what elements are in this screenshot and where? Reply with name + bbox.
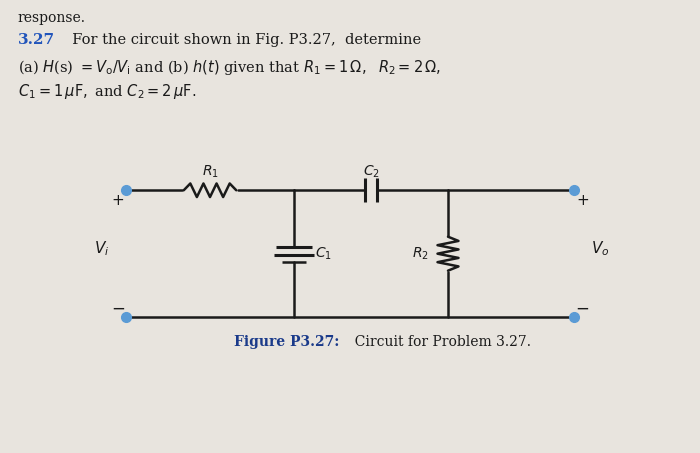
Text: (a) $\mathit{H}$(s) $= V_\mathrm{o}/V_\mathrm{i}$ and (b) $h(t)$ given that $R_1: (a) $\mathit{H}$(s) $= V_\mathrm{o}/V_\m… [18,58,441,77]
Text: Figure P3.27:: Figure P3.27: [234,335,340,349]
Text: $R_2$: $R_2$ [412,246,428,262]
Text: $V_o$: $V_o$ [592,240,610,259]
Text: $C_1 = 1\,\mu\mathrm{F},$ and $C_2 = 2\,\mu\mathrm{F}.$: $C_1 = 1\,\mu\mathrm{F},$ and $C_2 = 2\,… [18,82,196,101]
Text: $R_1$: $R_1$ [202,164,218,180]
Text: $-$: $-$ [575,298,589,316]
Text: For the circuit shown in Fig. P3.27,  determine: For the circuit shown in Fig. P3.27, det… [63,33,421,47]
Text: +: + [576,193,589,208]
Text: $-$: $-$ [111,298,125,316]
Text: $C_2$: $C_2$ [363,164,379,180]
Text: $V_i$: $V_i$ [94,240,109,259]
Text: +: + [111,193,124,208]
Text: response.: response. [18,11,85,25]
Text: $C_1$: $C_1$ [315,246,332,262]
Text: Circuit for Problem 3.27.: Circuit for Problem 3.27. [346,335,531,349]
Text: 3.27: 3.27 [18,33,55,47]
